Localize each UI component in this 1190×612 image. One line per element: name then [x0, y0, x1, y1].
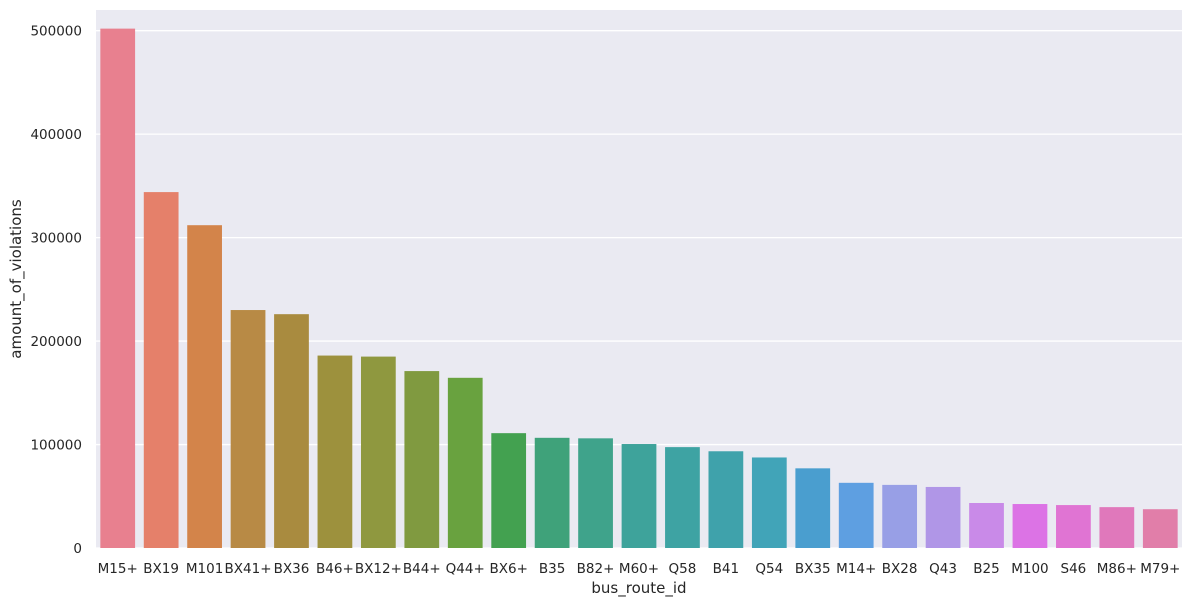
- x-tick-label: BX19: [143, 561, 179, 577]
- x-tick-label: BX41+: [225, 561, 272, 577]
- y-tick-label: 500000: [30, 24, 82, 40]
- x-tick-label: BX36: [274, 561, 310, 577]
- bar-m86-plus: [1099, 507, 1135, 548]
- y-tick-label: 200000: [30, 334, 82, 350]
- bar-s46: [1056, 505, 1091, 548]
- x-tick-label: B41: [713, 561, 739, 577]
- bar-m15-plus: [100, 28, 136, 549]
- bar-m100: [1012, 504, 1048, 548]
- y-tick-label: 300000: [30, 231, 82, 247]
- y-axis-title: amount_of_violations: [7, 199, 26, 359]
- bar-q58: [665, 447, 700, 548]
- bar-b44-plus: [404, 371, 440, 548]
- x-tick-label: B44+: [403, 561, 441, 577]
- x-tick-label: M100: [1011, 561, 1048, 577]
- bar-bx6-plus: [491, 433, 527, 548]
- bar-bx12-plus: [360, 356, 396, 548]
- bar-q43: [925, 486, 961, 548]
- x-tick-label: M60+: [619, 561, 659, 577]
- y-tick-label: 400000: [30, 127, 82, 143]
- x-tick-label: B82+: [577, 561, 615, 577]
- x-tick-label: BX35: [795, 561, 831, 577]
- bar-m14-plus: [838, 482, 874, 548]
- x-tick-label: M101: [186, 561, 223, 577]
- x-tick-label: B35: [539, 561, 565, 577]
- x-tick-label: B46+: [316, 561, 354, 577]
- bar-bx41-plus: [230, 310, 266, 548]
- x-tick-labels: M15+ BX19 M101 BX41+ BX36 B46+ BX12+ B44+ Q44+ BX…: [98, 561, 1181, 577]
- y-tick-label: 0: [73, 541, 82, 557]
- x-tick-label: M15+: [98, 561, 138, 577]
- bar-bx28: [882, 484, 918, 548]
- bars: [100, 28, 1178, 549]
- bar-q54: [751, 457, 787, 548]
- bar-m79-plus: [1142, 509, 1178, 548]
- bar-b46-plus: [317, 355, 353, 548]
- bar-q44-plus: [447, 377, 483, 548]
- x-axis-title: bus_route_id: [591, 579, 686, 598]
- y-tick-label: 100000: [30, 438, 82, 454]
- x-tick-label: M79+: [1140, 561, 1180, 577]
- bar-bx36: [274, 314, 309, 548]
- bar-m60-plus: [621, 444, 657, 548]
- x-tick-label: Q44+: [446, 561, 485, 577]
- x-tick-label: M86+: [1097, 561, 1137, 577]
- x-tick-label: BX6+: [489, 561, 527, 577]
- x-tick-label: BX28: [882, 561, 918, 577]
- bar-b35: [534, 437, 570, 548]
- x-tick-label: Q54: [755, 561, 783, 577]
- y-tick-labels: 0 100000 200000 300000 400000 500000: [30, 24, 82, 557]
- x-tick-label: S46: [1061, 561, 1087, 577]
- x-tick-label: B25: [973, 561, 999, 577]
- x-tick-label: Q58: [669, 561, 697, 577]
- x-tick-label: BX12+: [355, 561, 402, 577]
- bar-bx35: [795, 468, 831, 548]
- bar-m101: [187, 225, 222, 548]
- bar-b82-plus: [578, 438, 613, 548]
- bar-b41: [708, 451, 744, 548]
- x-tick-label: M14+: [836, 561, 876, 577]
- bar-b25: [969, 502, 1004, 548]
- x-tick-label: Q43: [929, 561, 957, 577]
- bar-bx19: [143, 192, 179, 549]
